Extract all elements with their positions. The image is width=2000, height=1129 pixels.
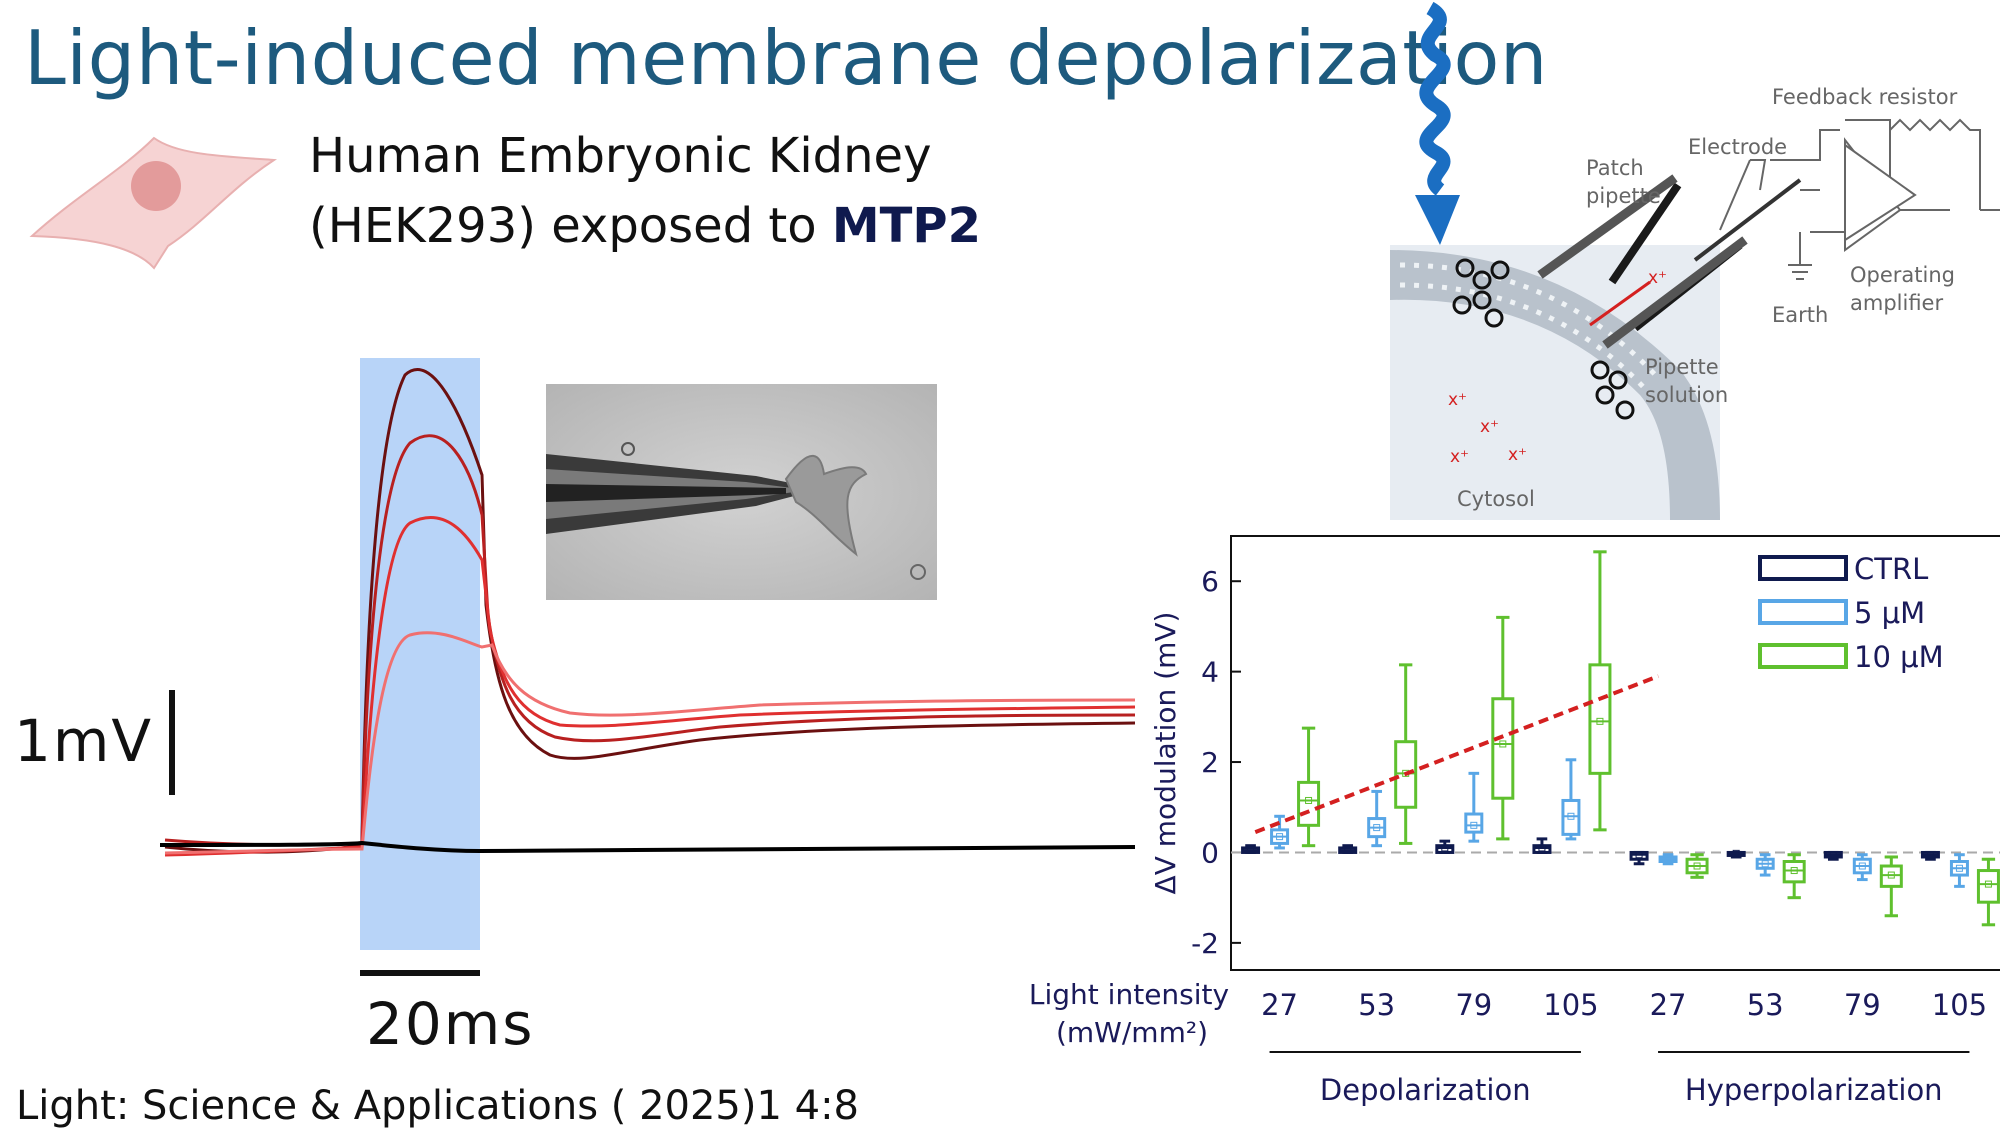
label-cytosol: Cytosol [1457, 487, 1535, 511]
label-pipette-solution-1: Pipette [1645, 355, 1719, 379]
box-10um [1685, 853, 1709, 879]
subtitle-line1: Human Embryonic Kidney [309, 128, 932, 184]
box-5um [1755, 853, 1775, 877]
y-axis-label: ΔV modulation (mV) [1149, 612, 1182, 895]
legend-swatch [1758, 599, 1848, 625]
label-pipette-solution-2: solution [1645, 383, 1728, 407]
box-ctrl [1338, 844, 1358, 854]
voltage-traces [159, 358, 1136, 976]
box-10um [1879, 855, 1903, 918]
light-arrow-icon [1415, 195, 1460, 245]
molecule-icon [1452, 258, 1635, 420]
box-5um [1852, 853, 1872, 882]
label-pipette: pipette [1586, 184, 1661, 208]
ion-label: x⁺ [1648, 268, 1667, 288]
box-5um [1658, 853, 1678, 866]
x-tick-label: 53 [1358, 988, 1395, 1022]
box-5um [1270, 814, 1290, 850]
box-10um [1588, 550, 1612, 832]
box-10um [1491, 615, 1515, 841]
x-tick-label: 79 [1844, 988, 1881, 1022]
y-tick-label: 2 [1201, 746, 1219, 779]
compound-name: MTP2 [831, 198, 981, 254]
y-tick-label: 0 [1201, 836, 1219, 869]
trendline [1254, 674, 1660, 834]
box-ctrl [1726, 849, 1746, 859]
ion-label: x⁺ [1508, 445, 1527, 465]
x-axis-title-line1: Light intensity [1029, 978, 1229, 1011]
box-ctrl [1629, 850, 1649, 866]
box-10um [1976, 857, 2000, 927]
light-wave-icon [1419, 1, 1451, 196]
label-electrode: Electrode [1688, 135, 1787, 159]
y-axis: -2 0 2 4 6 [1191, 565, 1241, 960]
slide-title: Light-induced membrane depolarization [24, 14, 1548, 102]
legend-label: CTRL [1854, 552, 1928, 586]
subtitle: Human Embryonic Kidney (HEK293) exposed … [309, 121, 981, 261]
plot-area [1230, 535, 2000, 971]
label-patch: Patch [1586, 156, 1644, 180]
y-tick-label: 6 [1201, 565, 1219, 598]
x-tick-label: 27 [1261, 988, 1298, 1022]
trace-low [164, 631, 1136, 855]
x-tick-label: 27 [1650, 988, 1687, 1022]
ion-label: x⁺ [1450, 447, 1469, 467]
x-tick-label: 53 [1747, 988, 1784, 1022]
time-scale-label: 20ms [366, 990, 535, 1058]
group-label: Depolarization [1320, 1073, 1531, 1107]
label-operating: Operating [1850, 263, 1955, 287]
ion-label: x⁺ [1448, 390, 1467, 410]
legend-label: 10 μM [1854, 640, 1944, 674]
box-ctrl [1920, 850, 1940, 861]
trace-control [159, 840, 1136, 854]
x-tick-label: 79 [1455, 988, 1492, 1022]
y-tick-label: -2 [1191, 927, 1219, 960]
ion-label: x⁺ [1480, 417, 1499, 437]
label-amplifier: amplifier [1850, 291, 1943, 315]
box-5um [1464, 771, 1484, 843]
boxes-layer [1241, 550, 2000, 927]
legend-swatch [1758, 555, 1848, 581]
group-label: Hyperpolarization [1685, 1073, 1943, 1107]
legend-swatch [1758, 643, 1848, 669]
box-5um [1561, 758, 1581, 841]
legend-label: 5 μM [1854, 596, 1925, 630]
box-5um [1949, 853, 1969, 888]
box-ctrl [1823, 850, 1843, 861]
subtitle-line2-text: (HEK293) exposed to [309, 198, 832, 254]
microscopy-image [546, 384, 937, 600]
x-tick-label: 105 [1543, 988, 1598, 1022]
voltage-scale-label: 1mV [14, 707, 154, 775]
patch-clamp-schematic: Feedback resistor Electrode Patch pipett… [1390, 1, 2000, 520]
box-plot-chart: -2 0 2 4 6 ΔV modulation (mV) Light intensit… [1029, 535, 2000, 1107]
box-ctrl [1241, 844, 1261, 854]
box-ctrl [1435, 839, 1455, 854]
x-axis-title-line2: (mW/mm²) [1056, 1016, 1208, 1049]
box-10um [1782, 853, 1806, 900]
box-ctrl [1532, 837, 1552, 854]
x-tick-label: 105 [1932, 988, 1987, 1022]
citation: Light: Science & Applications ( 2025)1 4… [16, 1083, 860, 1129]
y-tick-label: 4 [1201, 656, 1219, 689]
x-axis: 27 53 79 105 27 53 79 105 Depolarization Hyperpol… [1261, 988, 1987, 1107]
box-5um [1367, 789, 1387, 848]
legend: CTRL 5 μM 10 μM [1758, 552, 1944, 674]
cell-icon [29, 136, 278, 270]
subtitle-line2: (HEK293) exposed to MTP2 [309, 191, 981, 261]
label-feedback-resistor: Feedback resistor [1772, 85, 1958, 109]
label-earth: Earth [1772, 303, 1828, 327]
